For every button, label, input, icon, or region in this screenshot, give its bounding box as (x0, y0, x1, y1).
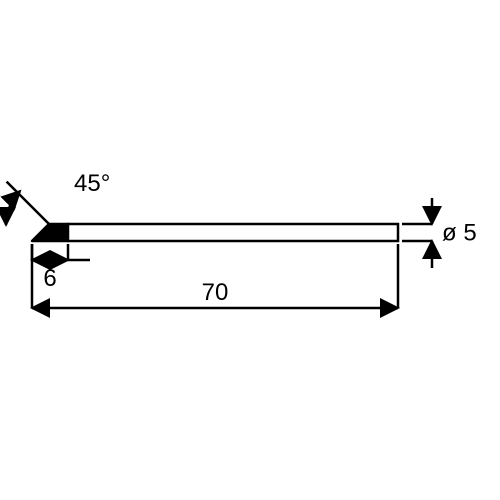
chamfer-extension-line (7, 182, 49, 224)
technical-diagram: 45° 6 70 ø 5 (0, 0, 500, 500)
dim-dia-label: ø 5 (442, 220, 477, 247)
dim-tip-label: 6 (43, 265, 56, 292)
chisel-tip (32, 224, 68, 241)
shaft-body (68, 224, 398, 241)
dim-total-label: 70 (202, 279, 229, 306)
angle-arc (6, 191, 20, 225)
angle-label: 45° (74, 170, 110, 197)
